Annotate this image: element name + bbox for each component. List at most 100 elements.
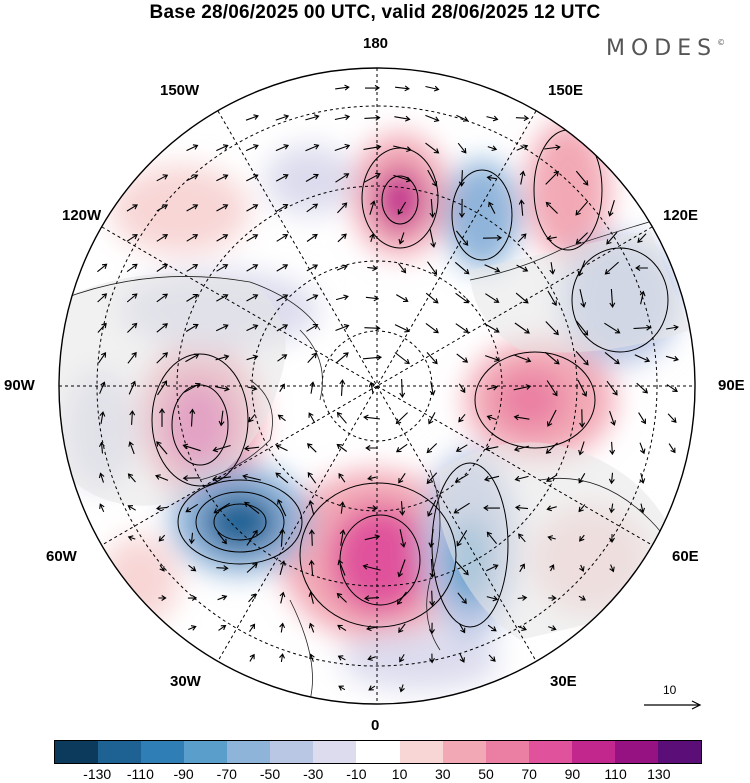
wind-arrow — [517, 625, 527, 631]
wind-arrow — [426, 352, 438, 365]
wind-arrow — [159, 564, 165, 572]
wind-arrow — [484, 323, 500, 333]
wind-arrow — [363, 172, 381, 183]
wind-arrow — [218, 410, 225, 427]
wind-arrow — [428, 529, 435, 548]
wind-arrow — [482, 234, 503, 241]
wind-arrow — [396, 591, 407, 605]
wind-arrow — [639, 290, 646, 305]
wind-arrow — [126, 234, 138, 242]
wind-arrow — [427, 169, 438, 187]
wind-arrow — [426, 472, 438, 485]
wind-arrow — [275, 174, 289, 182]
wind-arrow — [487, 624, 497, 632]
wind-arrow — [336, 592, 347, 603]
wind-arrow — [636, 382, 649, 394]
reference-vector-arrow — [644, 700, 702, 710]
wind-arrow — [548, 595, 557, 601]
wind-arrow — [217, 594, 228, 601]
lon-label-60e: 60E — [672, 548, 699, 565]
wind-arrow — [189, 408, 196, 427]
wind-arrow — [186, 204, 199, 212]
wind-arrow — [306, 443, 317, 453]
wind-arrow — [246, 562, 258, 573]
wind-arrow — [242, 473, 261, 481]
wind-arrow — [579, 564, 585, 572]
wind-arrow — [609, 534, 615, 543]
wind-arrow — [483, 505, 500, 511]
wind-arrow — [639, 503, 646, 514]
wind-arrow — [429, 198, 436, 219]
wind-arrow — [213, 502, 230, 514]
wind-arrow — [275, 114, 290, 121]
wind-arrow — [578, 504, 586, 513]
colorbar-tick-label: -90 — [173, 766, 194, 782]
wind-arrow — [129, 410, 136, 425]
wind-arrow — [517, 233, 527, 243]
wind-arrow — [365, 295, 380, 302]
wind-arrow — [604, 351, 620, 365]
wind-arrow — [156, 323, 169, 333]
wind-arrow — [395, 443, 408, 453]
wind-arrow — [549, 262, 556, 275]
colorbar-tick-label: 50 — [478, 766, 494, 782]
wind-arrow — [395, 412, 408, 425]
wind-arrow — [458, 413, 466, 423]
colorbar-tick-label: 130 — [647, 766, 671, 782]
wind-arrow — [545, 321, 559, 336]
wind-arrow — [638, 412, 646, 425]
wind-arrow — [276, 204, 289, 212]
lon-label-30w: 30W — [170, 673, 201, 690]
wind-arrow — [182, 475, 201, 482]
wind-arrow — [218, 625, 227, 631]
wind-arrow — [128, 441, 135, 455]
wind-arrow — [336, 202, 348, 214]
wind-arrow — [308, 591, 315, 604]
lon-label-180: 180 — [363, 35, 389, 52]
wind-arrow — [513, 414, 530, 421]
colorbar-swatch — [356, 741, 400, 763]
wind-arrow — [606, 380, 618, 396]
wind-arrow — [335, 352, 349, 364]
wind-arrow — [279, 622, 286, 633]
wind-arrow — [334, 143, 351, 152]
wind-arrow — [308, 412, 316, 424]
wind-arrow — [427, 261, 438, 276]
wind-arrow — [429, 622, 435, 635]
colorbar-tick-label: 110 — [604, 766, 627, 782]
wind-arrow — [185, 323, 199, 332]
wind-arrow — [427, 499, 437, 517]
wind-arrow — [425, 85, 440, 92]
wind-arrow — [546, 474, 558, 482]
wind-arrow — [98, 441, 105, 454]
wind-arrow — [185, 353, 200, 363]
wind-arrow — [157, 380, 168, 396]
wind-arrow — [188, 625, 197, 631]
wind-arrow — [246, 234, 259, 242]
wind-arrow — [97, 322, 107, 333]
wind-arrow — [126, 263, 138, 273]
wind-arrow — [399, 378, 406, 399]
colorbar-swatch — [614, 741, 658, 763]
lon-label-150e: 150E — [548, 82, 584, 99]
wind-arrow — [455, 292, 470, 304]
wind-arrow — [246, 174, 259, 182]
wind-arrow — [127, 473, 136, 483]
wind-arrow — [397, 201, 407, 215]
wind-arrow — [486, 531, 498, 545]
wind-arrow — [99, 411, 106, 424]
wind-arrow — [338, 685, 346, 691]
wind-arrow — [488, 654, 496, 662]
wind-arrow — [186, 294, 199, 302]
wind-arrow — [306, 233, 318, 242]
wind-arrow — [456, 353, 469, 363]
colorbar-swatch — [270, 741, 314, 763]
wind-arrow — [335, 324, 350, 332]
wind-arrow — [336, 443, 348, 452]
wind-arrow — [666, 384, 678, 392]
wind-vectors — [97, 84, 679, 693]
wind-arrow — [308, 622, 315, 633]
wind-arrow — [484, 445, 499, 452]
wind-arrow — [513, 384, 532, 391]
wind-arrow — [486, 174, 497, 181]
